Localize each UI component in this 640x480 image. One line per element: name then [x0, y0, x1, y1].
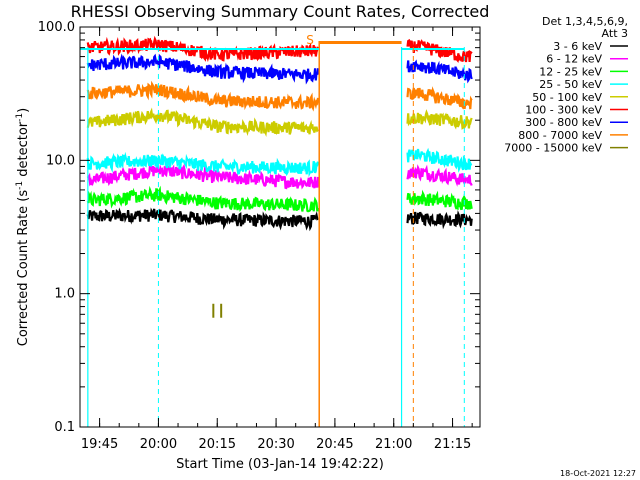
series-6-trace-0 [86, 53, 320, 85]
legend-label-5: 100 - 300 keV [525, 104, 602, 117]
legend-label-7: 800 - 7000 keV [518, 129, 602, 142]
y-axis-label-mid: detector [16, 121, 31, 181]
y-tick-label-3: 100.0 [38, 20, 75, 35]
series-3-trace-1 [406, 147, 473, 173]
y-axis-label: Corrected Count Rate (s-1 detector-1) [15, 108, 31, 346]
series-1-trace-0 [86, 160, 320, 190]
x-tick-label-5: 21:00 [375, 437, 412, 452]
series-4-trace-1 [406, 109, 473, 130]
series-3 [86, 147, 473, 178]
x-axis-label: Start Time (03-Jan-14 19:42:22) [176, 457, 384, 472]
series-3-trace-0 [86, 151, 320, 178]
series-5 [86, 35, 473, 64]
chart-title: RHESSI Observing Summary Count Rates, Co… [71, 2, 490, 21]
series-8 [212, 303, 223, 318]
y-axis-label-main: Corrected Count Rate (s [16, 190, 31, 347]
legend-label-8: 7000 - 15000 keV [504, 142, 602, 155]
series-0-trace-0 [86, 207, 319, 232]
series-2 [86, 185, 473, 213]
series-5-trace-0 [86, 35, 320, 63]
series-2-trace-0 [86, 185, 320, 213]
series-0 [86, 207, 473, 232]
y-tick-label-2: 10.0 [46, 153, 75, 168]
series-4-trace-0 [86, 107, 319, 137]
x-tick-label-2: 20:15 [199, 437, 236, 452]
series-6 [86, 53, 473, 85]
series-2-trace-1 [406, 189, 473, 211]
date-stamp: 18-Oct-2021 12:27 [560, 469, 636, 478]
series-6-trace-1 [406, 59, 473, 84]
x-tick-label-6: 21:15 [434, 437, 471, 452]
series-7-trace-0 [86, 80, 320, 112]
legend-header-1: Att 3 [602, 27, 628, 40]
y-tick-label-0: 0.1 [54, 420, 75, 435]
plot-area: S [80, 33, 473, 427]
annotation-0: S [306, 33, 314, 47]
legend-label-1: 6 - 12 keV [546, 53, 602, 66]
x-tick-label-3: 20:30 [257, 437, 294, 452]
x-tick-label-4: 20:45 [316, 437, 353, 452]
legend-label-4: 50 - 100 keV [532, 91, 602, 104]
series-1-trace-1 [406, 164, 473, 187]
y-axis-label-end: ) [16, 108, 31, 113]
legend-label-6: 300 - 800 keV [525, 116, 602, 129]
x-tick-label-0: 19:45 [81, 437, 118, 452]
series-5-trace-1 [406, 38, 473, 64]
series-4 [86, 107, 473, 137]
series-7 [86, 80, 473, 112]
legend-header-0: Det 1,3,4,5,6,9, [542, 15, 628, 28]
legend-label-2: 12 - 25 keV [539, 65, 602, 78]
series-7-trace-1 [406, 86, 473, 110]
x-tick-label-1: 20:00 [140, 437, 177, 452]
series-0-trace-1 [406, 209, 473, 230]
series-1 [86, 160, 473, 190]
legend-label-3: 25 - 50 keV [539, 78, 602, 91]
y-axis-label-sup2: -1 [15, 113, 25, 122]
axes: 0.1 1.0 10.0 100.0 19:45 20:00 20:15 20:30 20:45… [38, 20, 480, 452]
y-axis-label-sup1: -1 [15, 181, 25, 190]
y-tick-label-1: 1.0 [54, 287, 75, 302]
legend-label-0: 3 - 6 keV [553, 40, 602, 53]
saa-bar [319, 41, 402, 44]
plot-frame [79, 26, 481, 428]
